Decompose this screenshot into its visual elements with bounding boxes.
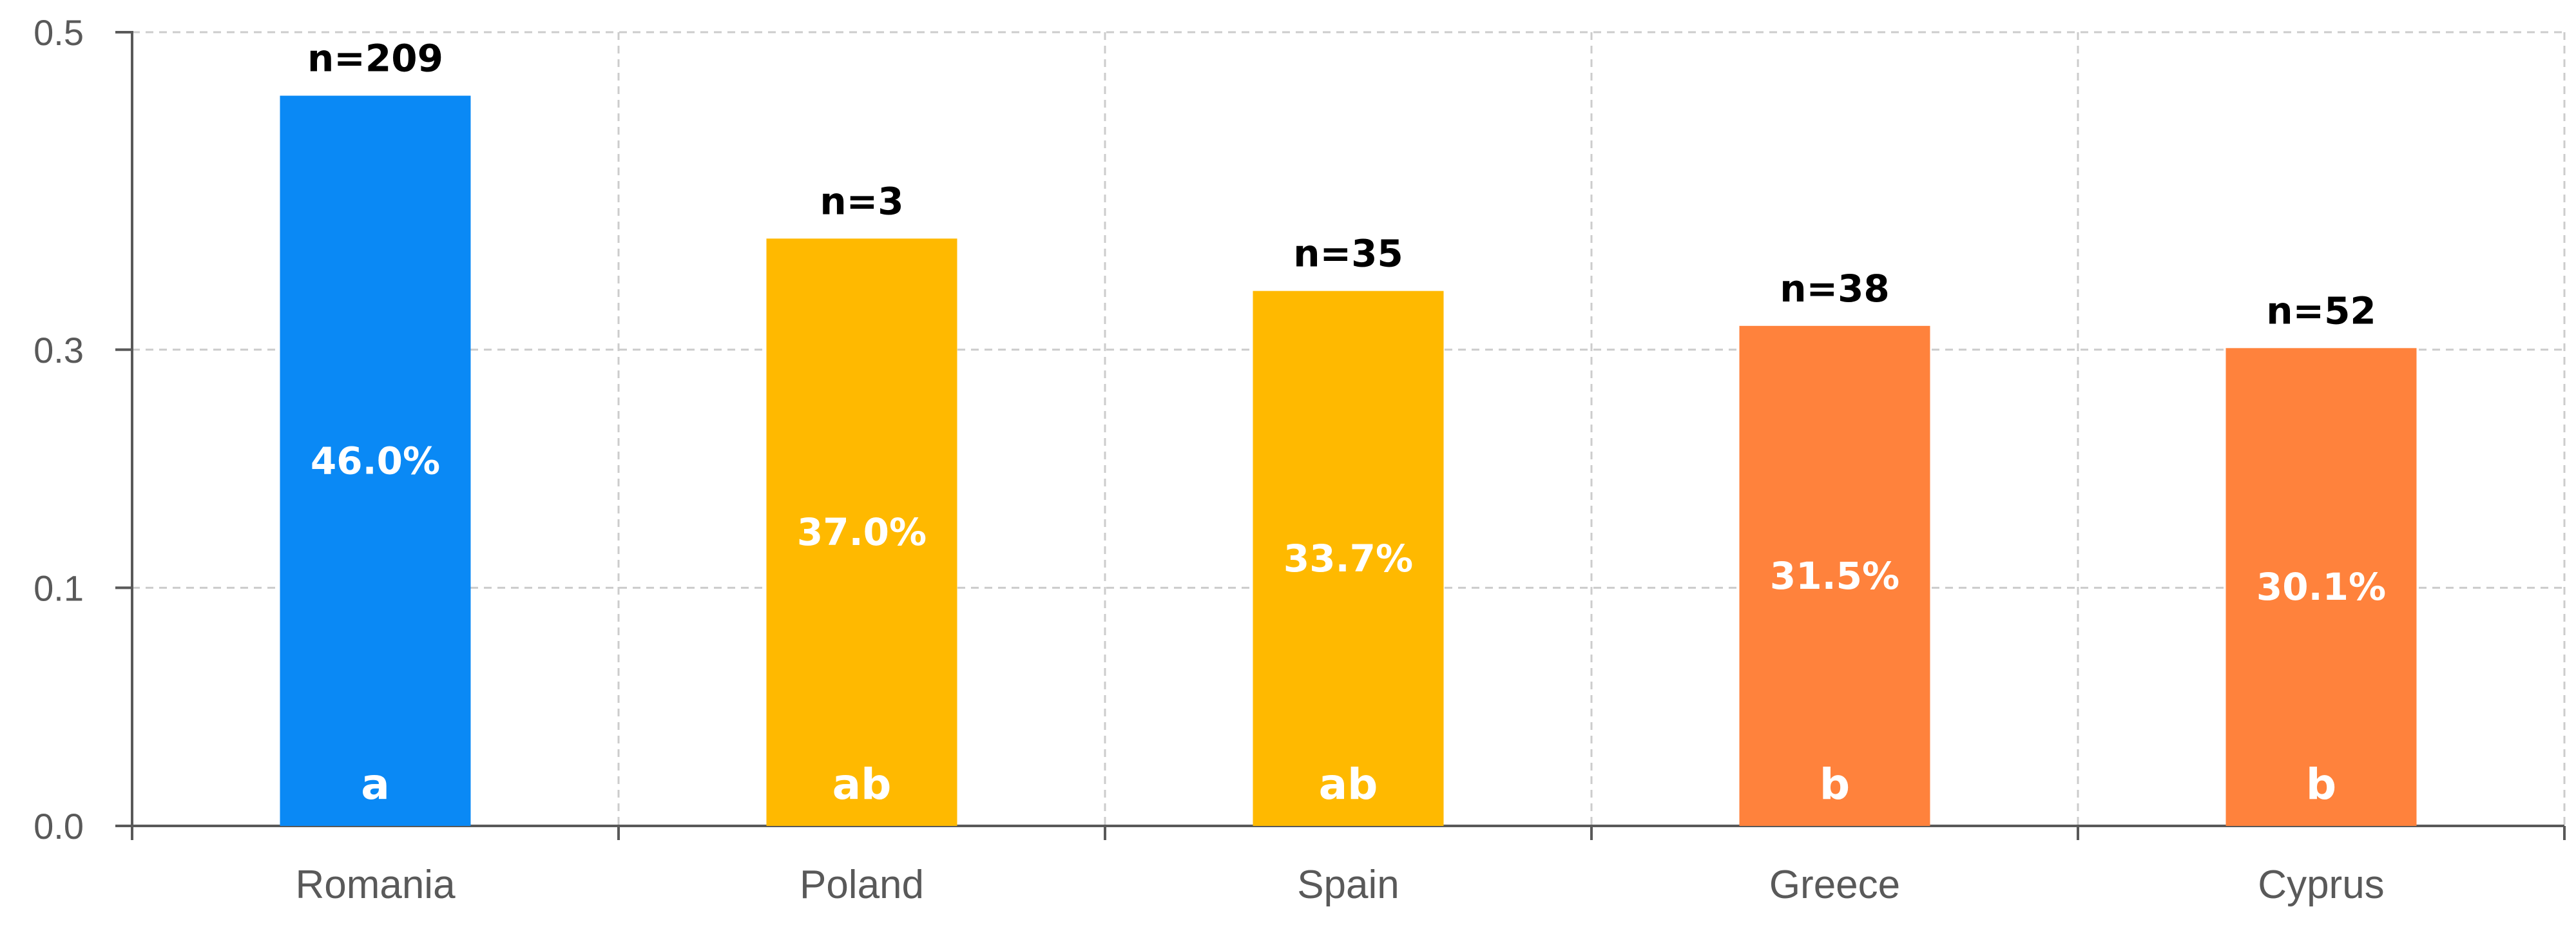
grid-lines bbox=[132, 31, 2566, 826]
y-tick-label: 0.5 bbox=[34, 12, 84, 53]
y-tick-label: 0.3 bbox=[34, 330, 84, 370]
bar-n-label: n=35 bbox=[1293, 232, 1403, 276]
bar-value-label: 30.1% bbox=[2256, 565, 2386, 609]
x-category-label: Poland bbox=[800, 863, 924, 907]
bar bbox=[2225, 348, 2417, 826]
bar-group-label: b bbox=[2306, 760, 2336, 809]
bar bbox=[280, 95, 471, 826]
bar-value-label: 33.7% bbox=[1283, 537, 1413, 580]
bar-n-label: n=38 bbox=[1780, 267, 1890, 311]
bar-value-label: 31.5% bbox=[1770, 554, 1899, 598]
bar-group-label: b bbox=[1820, 760, 1850, 809]
bar-n-label: n=209 bbox=[307, 37, 443, 81]
y-tick-label: 0.1 bbox=[34, 568, 84, 608]
bar bbox=[1253, 291, 1444, 827]
bar-value-label: 46.0% bbox=[311, 439, 440, 483]
bar-group-label: a bbox=[361, 760, 390, 809]
labels: 0.0 0.1 0.3 0.5 n=209 46.0% a Romania n=3 37.0% ab… bbox=[34, 12, 2386, 907]
x-category-label: Greece bbox=[1769, 863, 1900, 907]
bar bbox=[1739, 325, 1930, 827]
bar-value-label: 37.0% bbox=[797, 510, 927, 554]
bar-group-label: ab bbox=[1319, 760, 1378, 809]
bar-n-label: n=3 bbox=[820, 179, 903, 223]
bar bbox=[766, 238, 957, 826]
bar-group-label: ab bbox=[832, 760, 892, 809]
x-category-label: Cyprus bbox=[2258, 863, 2384, 907]
x-category-label: Romania bbox=[295, 863, 456, 907]
y-tick-label: 0.0 bbox=[34, 806, 84, 847]
bars bbox=[280, 95, 2417, 827]
bar-n-label: n=52 bbox=[2266, 289, 2376, 332]
x-category-label: Spain bbox=[1297, 863, 1399, 907]
